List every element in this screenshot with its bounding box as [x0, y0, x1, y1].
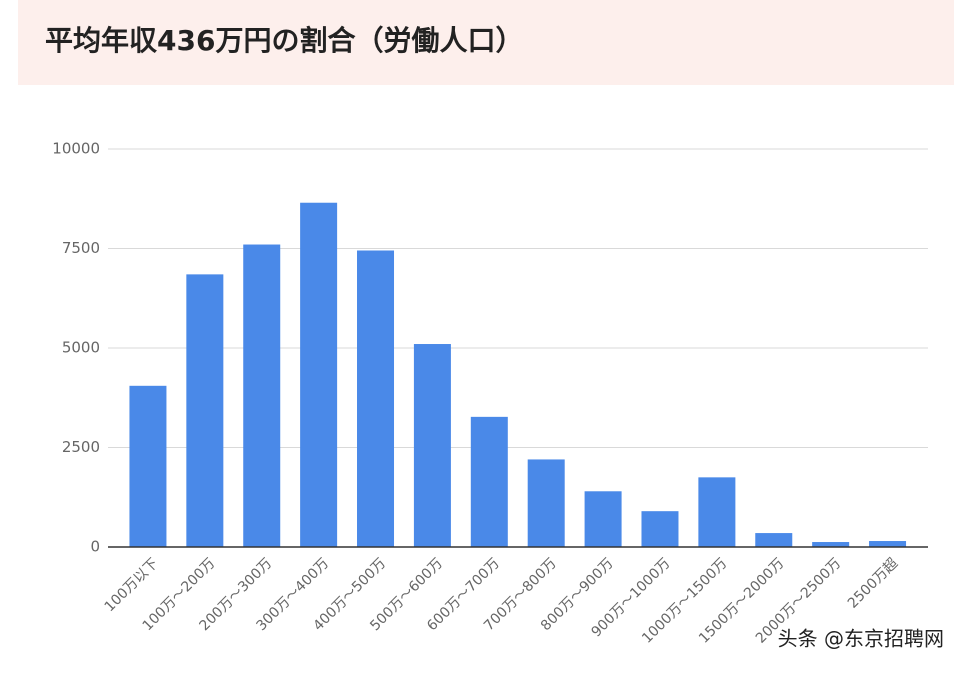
bar	[413, 344, 451, 547]
bar	[357, 250, 395, 548]
y-tick-label: 2500	[62, 438, 100, 456]
y-tick-label: 7500	[62, 239, 100, 257]
bar	[129, 385, 167, 547]
x-tick-label: 100万以下	[102, 555, 162, 615]
x-tick-label: 2500万超	[845, 555, 901, 611]
bar	[755, 533, 793, 547]
bar	[584, 491, 622, 547]
title-band	[18, 0, 954, 85]
bar	[869, 541, 907, 547]
bar	[470, 416, 508, 547]
bar	[243, 244, 281, 547]
bar	[527, 459, 565, 547]
bar	[186, 274, 224, 547]
y-tick-label: 0	[90, 538, 100, 556]
bar	[812, 542, 850, 547]
bar	[698, 477, 736, 547]
y-tick-label: 5000	[62, 339, 100, 357]
chart-title: 平均年収436万円の割合（労働人口）	[45, 24, 523, 57]
bar	[641, 511, 679, 547]
bar	[300, 202, 338, 548]
watermark: 头条 @东京招聘网	[778, 627, 944, 651]
y-tick-label: 10000	[52, 140, 100, 158]
